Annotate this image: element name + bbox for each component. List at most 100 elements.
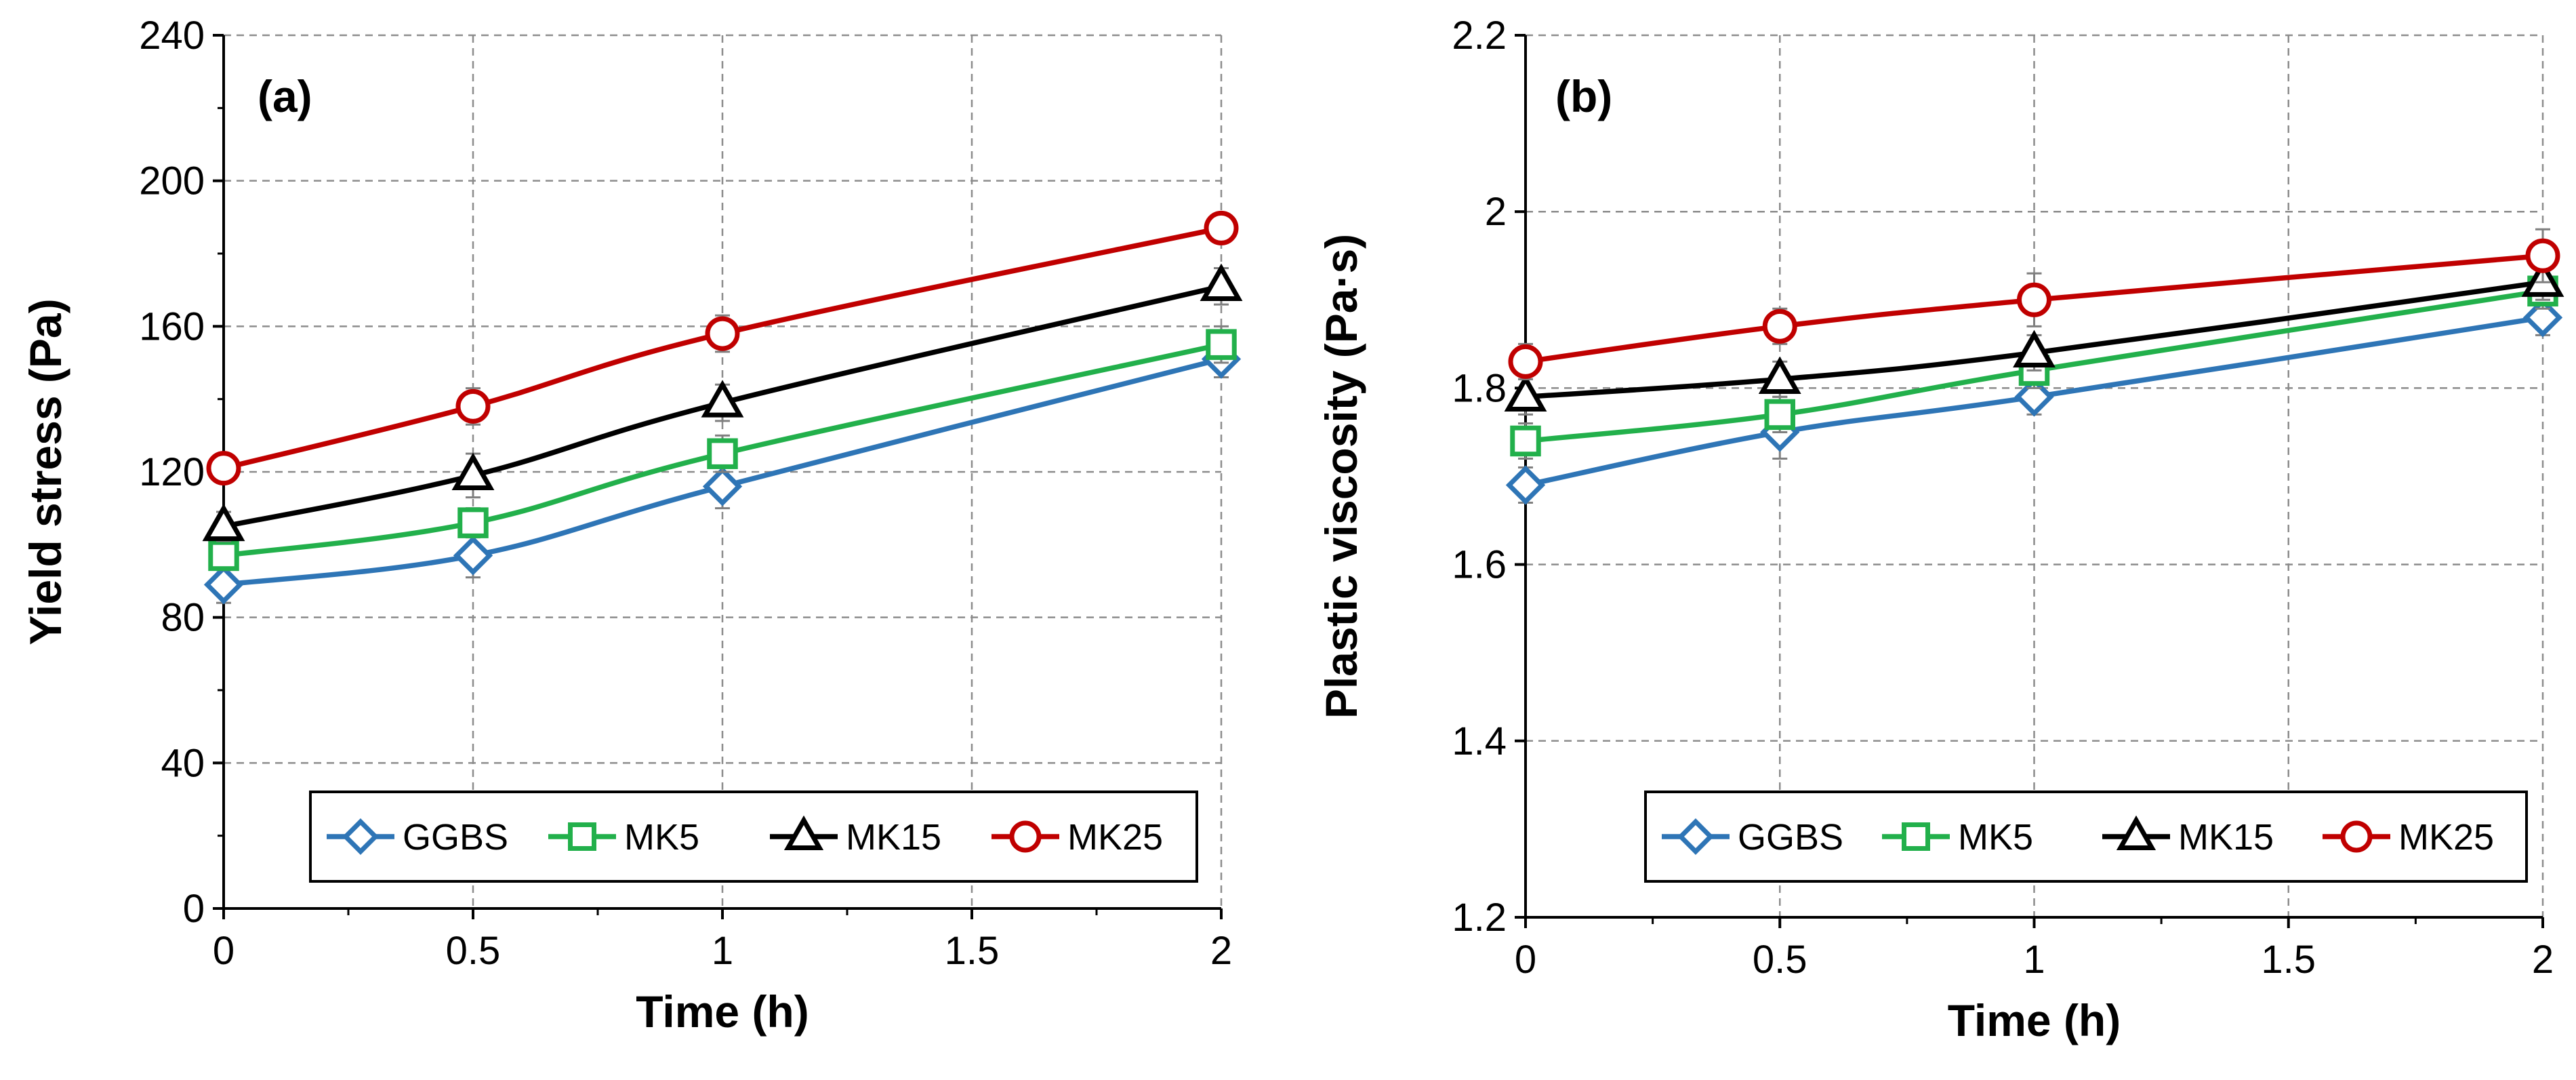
gridlines — [1526, 34, 2544, 917]
legend-marker-mk25 — [1009, 820, 1042, 853]
series-line-ggbs — [223, 356, 1222, 588]
series-line-ggbs — [1525, 315, 2543, 488]
series-line-mk25 — [223, 225, 1222, 471]
x-tick-label: 2 — [1210, 929, 1232, 973]
data-point-mk15 — [2013, 329, 2056, 368]
data-point-ggbs — [203, 565, 244, 605]
data-point-mk5 — [1764, 399, 1795, 431]
data-point-mk25 — [455, 388, 491, 424]
series-mk5 — [208, 325, 1237, 572]
data-point-mk15 — [1504, 374, 1547, 412]
series-mk5 — [1510, 272, 2558, 460]
data-point-mk25 — [1204, 210, 1239, 245]
y-tick-label: 1.4 — [1452, 719, 1507, 763]
data-point-mk5 — [457, 507, 489, 538]
chart-panel-plastic-viscosity: 1.2 1.4 1.6 1.8 2 2.2 0 0.5 1 1.5 2 Time (h) Plastic… — [1316, 14, 2564, 1045]
y-tick-label: 1.8 — [1452, 366, 1507, 410]
series-mk25 — [1508, 228, 2560, 380]
chart-panel-yield-stress: 0 40 80 120 160 200 240 0 0.5 1 1.5 2 Time (h) Yield … — [20, 14, 1243, 1037]
y-axis-title: Plastic viscosity (Pa·s) — [1316, 234, 1366, 719]
legend-marker-ggbs — [1677, 818, 1714, 855]
x-tick-label: 0.5 — [446, 929, 501, 973]
y-axis-title: Yield stress (Pa) — [20, 298, 70, 645]
legend-marker-mk25 — [2340, 820, 2373, 853]
y-tick-label: 0 — [183, 887, 205, 931]
y-tick-label: 1.6 — [1452, 543, 1507, 587]
data-point-ggbs — [702, 466, 743, 506]
legend-label: GGBS — [1738, 817, 1843, 858]
data-point-mk5 — [1206, 329, 1237, 360]
legend-label: MK5 — [1958, 817, 2033, 858]
x-tick-label: 1.5 — [945, 929, 1000, 973]
data-point-mk5 — [707, 438, 738, 469]
legend-label: MK15 — [2178, 817, 2274, 858]
data-point-mk25 — [1508, 344, 1543, 379]
y-tick-label: 40 — [161, 741, 205, 785]
legend-item-ggbs: GGBS — [327, 817, 508, 858]
y-tick-label: 2 — [1485, 190, 1507, 234]
series-line-mk5 — [223, 342, 1222, 559]
x-tick-label: 1.5 — [2261, 938, 2316, 982]
legend-label: MK25 — [1067, 817, 1163, 858]
y-tick-label: 240 — [139, 14, 205, 58]
x-tick-label: 0.5 — [1753, 938, 1807, 982]
data-point-mk25 — [2017, 282, 2051, 317]
legend-label: MK25 — [2398, 817, 2494, 858]
series-mk25 — [206, 210, 1239, 486]
y-tick-label: 160 — [139, 304, 205, 348]
data-point-mk15 — [1200, 263, 1243, 301]
data-point-ggbs — [453, 536, 493, 576]
data-point-mk5 — [208, 540, 239, 572]
series-mk15 — [202, 263, 1243, 542]
series-mk15 — [1504, 259, 2564, 416]
y-tick-label: 200 — [139, 159, 205, 203]
data-point-mk25 — [206, 451, 241, 486]
legend-item-mk5: MK5 — [1882, 817, 2033, 858]
panel-label: (a) — [258, 71, 312, 121]
legend-marker-ggbs — [342, 818, 379, 855]
x-axis-title: Time (h) — [1948, 995, 2121, 1045]
legend: GGBS MK5 MK15 MK25 — [309, 791, 1198, 883]
panel-label: (b) — [1555, 71, 1612, 121]
legend-item-ggbs: GGBS — [1662, 817, 1843, 858]
data-point-mk25 — [2525, 238, 2560, 273]
series-line-mk5 — [1525, 288, 2543, 444]
data-point-mk15 — [451, 452, 495, 491]
x-tick-label: 2 — [2532, 938, 2554, 982]
y-tick-label: 120 — [139, 450, 205, 494]
legend-item-mk25: MK25 — [991, 817, 1163, 858]
series-line-mk25 — [1525, 253, 2543, 365]
data-point-mk15 — [701, 380, 744, 418]
legend: GGBS MK5 MK15 MK25 — [1644, 791, 2528, 883]
legend-item-mk25: MK25 — [2323, 817, 2494, 858]
legend-marker-mk5 — [568, 822, 596, 851]
x-tick-label: 0 — [213, 929, 234, 973]
series-line-mk15 — [223, 283, 1222, 529]
legend-label: MK5 — [624, 817, 699, 858]
x-tick-label: 0 — [1515, 938, 1536, 982]
y-tick-label: 80 — [161, 596, 205, 640]
data-point-mk25 — [705, 316, 740, 351]
data-point-ggbs — [1505, 465, 1546, 505]
legend-item-mk5: MK5 — [548, 817, 699, 858]
x-axis-title: Time (h) — [636, 986, 809, 1037]
x-tick-label: 1 — [712, 929, 733, 973]
legend-item-mk15: MK15 — [770, 815, 941, 858]
x-tick-label: 1 — [2023, 938, 2045, 982]
legend-item-mk15: MK15 — [2102, 815, 2274, 858]
data-point-mk15 — [1758, 356, 1801, 395]
series-line-mk15 — [1525, 279, 2543, 400]
legend-label: MK15 — [846, 817, 941, 858]
legend-marker-mk15 — [2116, 815, 2156, 850]
data-point-mk25 — [1762, 308, 1797, 344]
y-tick-label: 1.2 — [1452, 896, 1507, 940]
data-point-ggbs — [2522, 298, 2563, 338]
data-point-mk5 — [1510, 425, 1541, 457]
data-point-ggbs — [2014, 377, 2054, 417]
data-point-mk15 — [202, 503, 245, 542]
legend-marker-mk15 — [783, 815, 824, 850]
legend-marker-mk5 — [1902, 822, 1930, 851]
legend-label: GGBS — [403, 817, 508, 858]
y-tick-label: 2.2 — [1452, 14, 1507, 58]
